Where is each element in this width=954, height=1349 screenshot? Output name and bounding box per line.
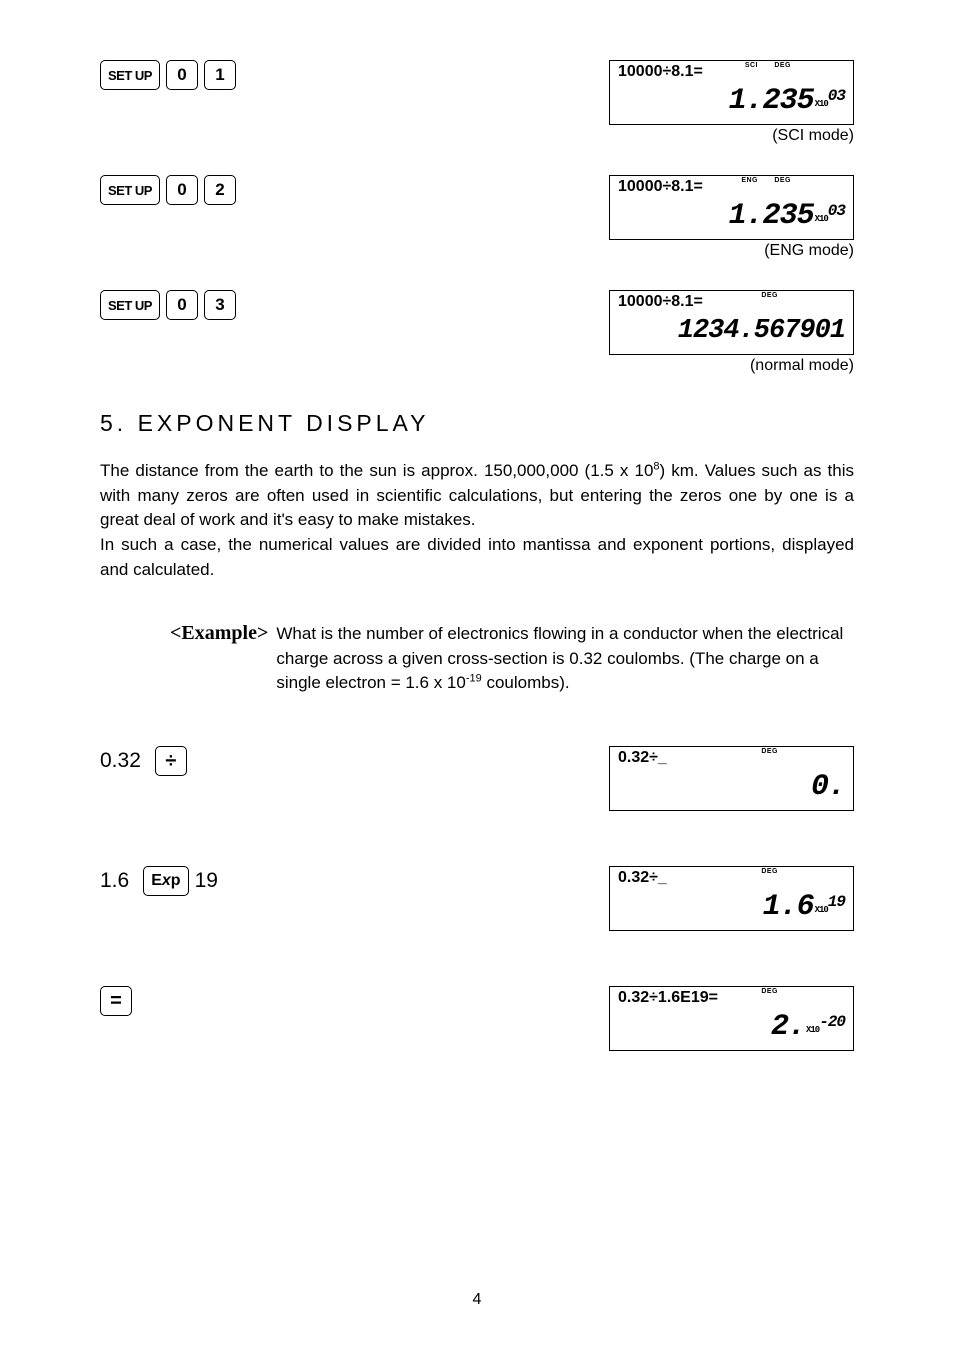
key-exp[interactable]: Exp <box>143 866 188 896</box>
lcd-indicator-deg: DEG <box>761 292 778 299</box>
lcd-indicator-deg: DEG <box>774 62 791 69</box>
body-paragraph: The distance from the earth to the sun i… <box>100 459 854 582</box>
lcd-indicator-deg: DEG <box>761 868 778 875</box>
lcd-display: ENGDEG10000÷8.1=1.235X1003 <box>609 175 854 240</box>
page-number: 4 <box>473 1291 482 1309</box>
key-set-up[interactable]: SET UP <box>100 290 160 320</box>
lcd-display: DEG0.32÷_1.6X1019 <box>609 866 854 931</box>
typed-value: 0.32 <box>100 749 141 773</box>
example-block: <Example> What is the number of electron… <box>100 622 854 696</box>
lcd-indicator-sci: SCI <box>745 62 758 69</box>
lcd-indicator-deg: DEG <box>761 988 778 995</box>
key-=[interactable]: = <box>100 986 132 1016</box>
key-2[interactable]: 2 <box>204 175 236 205</box>
key-set-up[interactable]: SET UP <box>100 175 160 205</box>
lcd-indicator-deg: DEG <box>761 748 778 755</box>
example-label: <Example> <box>170 622 268 696</box>
mode-label: (normal mode) <box>609 357 854 375</box>
lcd-result: 1234.567901 <box>618 313 845 349</box>
key-1[interactable]: 1 <box>204 60 236 90</box>
lcd-display: DEG0.32÷1.6E19=2.X10-20 <box>609 986 854 1051</box>
lcd-indicator-eng: ENG <box>741 177 758 184</box>
lcd-display: DEG0.32÷_0. <box>609 746 854 811</box>
key-0[interactable]: 0 <box>166 290 198 320</box>
lcd-display: DEG10000÷8.1=1234.567901 <box>609 290 854 355</box>
lcd-result: 1.6X1019 <box>618 889 845 925</box>
typed-value: 19 <box>195 869 218 893</box>
key-0[interactable]: 0 <box>166 175 198 205</box>
key-÷[interactable]: ÷ <box>155 746 187 776</box>
lcd-result: 1.235X1003 <box>618 198 845 234</box>
lcd-indicator-deg: DEG <box>774 177 791 184</box>
key-3[interactable]: 3 <box>204 290 236 320</box>
mode-label: (ENG mode) <box>609 242 854 260</box>
typed-value: 1.6 <box>100 869 129 893</box>
lcd-display: SCIDEG10000÷8.1=1.235X1003 <box>609 60 854 125</box>
lcd-result: 1.235X1003 <box>618 83 845 119</box>
mode-label: (SCI mode) <box>609 127 854 145</box>
key-0[interactable]: 0 <box>166 60 198 90</box>
lcd-result: 0. <box>618 769 845 805</box>
example-text: What is the number of electronics flowin… <box>276 622 854 696</box>
lcd-result: 2.X10-20 <box>618 1009 845 1045</box>
section-title: 5. EXPONENT DISPLAY <box>100 410 854 437</box>
key-set-up[interactable]: SET UP <box>100 60 160 90</box>
